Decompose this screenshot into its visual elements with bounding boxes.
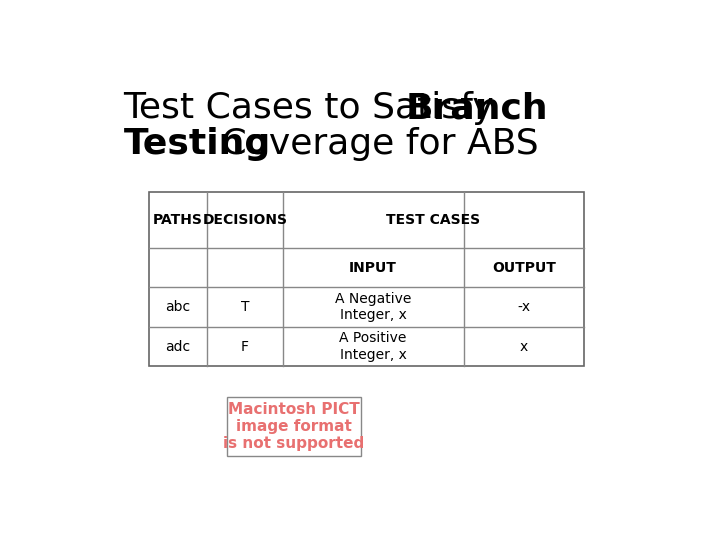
Text: PATHS: PATHS [153, 213, 203, 227]
Text: A Positive
Integer, x: A Positive Integer, x [340, 332, 407, 362]
Text: abc: abc [166, 300, 191, 314]
Text: Coverage for ABS: Coverage for ABS [210, 127, 539, 161]
Text: A Negative
Integer, x: A Negative Integer, x [335, 292, 411, 322]
Text: Testing: Testing [124, 127, 271, 161]
Text: TEST CASES: TEST CASES [386, 213, 480, 227]
Text: Test Cases to Satisfy: Test Cases to Satisfy [124, 91, 505, 125]
Text: F: F [241, 340, 249, 354]
Text: Branch: Branch [405, 91, 548, 125]
Bar [148, 192, 584, 366]
Bar [227, 397, 361, 456]
Text: DECISIONS: DECISIONS [202, 213, 287, 227]
Text: -x: -x [517, 300, 531, 314]
Text: INPUT: INPUT [349, 260, 397, 274]
Text: x: x [520, 340, 528, 354]
Text: adc: adc [166, 340, 191, 354]
Text: Macintosh PICT
image format
is not supported: Macintosh PICT image format is not suppo… [223, 402, 364, 451]
Text: T: T [240, 300, 249, 314]
Text: OUTPUT: OUTPUT [492, 260, 556, 274]
